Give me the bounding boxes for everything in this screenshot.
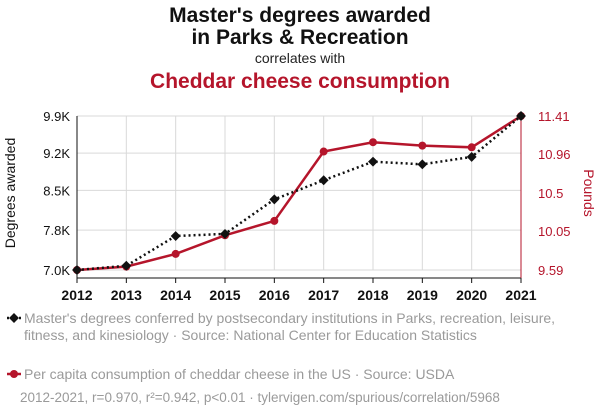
series1-point (368, 156, 378, 167)
chart-title-series2: Cheddar cheese consumption (150, 70, 450, 93)
y-right-tick-label: 10.5 (538, 186, 563, 201)
series-layer (72, 111, 526, 275)
y-right-tick-label: 9.59 (538, 263, 563, 278)
series2-point (467, 143, 476, 152)
series1-point (318, 175, 329, 186)
line-chart: 7.0K 7.8K 8.5K 9.2K 9.9K 9.59 10.05 10.5 10.96 11… (2, 109, 597, 303)
series2-point (319, 147, 328, 156)
y-axis-left-label: Degrees awarded (2, 138, 18, 249)
y-left-tick-label: 9.2K (43, 146, 70, 161)
axes: 7.0K 7.8K 8.5K 9.2K 9.9K 9.59 10.05 10.5 10.96 11… (43, 109, 570, 303)
x-tick-label: 2013 (111, 287, 142, 303)
series1-point (516, 111, 526, 121)
y-left-tick-label: 8.5K (43, 183, 70, 198)
chart-title-line2: in Parks & Recreation (191, 26, 409, 49)
series1-point (220, 228, 230, 239)
legend-series1-text: Master's degrees conferred by postsecond… (24, 310, 556, 343)
series2-point (171, 249, 180, 258)
chart-title-line1: Master's degrees awarded (169, 4, 431, 27)
x-tick-label: 2020 (456, 287, 487, 303)
y-left-tick-label: 7.0K (43, 263, 70, 278)
y-right-tick-label: 10.05 (538, 224, 571, 239)
legend-series2-text: Per capita consumption of cheddar cheese… (24, 366, 455, 382)
series2-point (418, 141, 427, 150)
x-tick-label: 2016 (259, 287, 290, 303)
x-tick-label: 2014 (160, 287, 191, 303)
series1-point (269, 194, 280, 205)
y-right-tick-label: 11.41 (538, 109, 570, 124)
y-left-tick-label: 9.9K (43, 109, 70, 124)
y-left-tick-label: 7.8K (43, 223, 70, 238)
x-tick-label: 2018 (357, 287, 388, 303)
x-tick-label: 2015 (209, 287, 240, 303)
grid-lines (76, 115, 522, 271)
x-tick-label: 2019 (407, 287, 438, 303)
series1-point (417, 159, 428, 170)
series1-point (466, 151, 477, 162)
correlates-with-text: correlates with (254, 50, 346, 66)
y-axis-right-label: Pounds (581, 169, 597, 216)
y-right-tick-label: 10.96 (538, 147, 571, 162)
x-tick-label: 2012 (61, 287, 92, 303)
legend-series1-icon (7, 313, 21, 323)
footer-stats: 2012-2021, r=0.970, r²=0.942, p<0.01 · t… (20, 390, 500, 405)
legend-series2-icon (7, 370, 21, 378)
series1-point (72, 265, 82, 275)
series2-point (369, 138, 377, 147)
series2-point (270, 216, 279, 225)
x-tick-label: 2021 (505, 287, 536, 303)
series1-point (121, 260, 132, 271)
series1-line (76, 115, 522, 272)
series2-line (76, 114, 522, 272)
series1-point (170, 231, 181, 241)
x-tick-label: 2017 (308, 287, 339, 303)
